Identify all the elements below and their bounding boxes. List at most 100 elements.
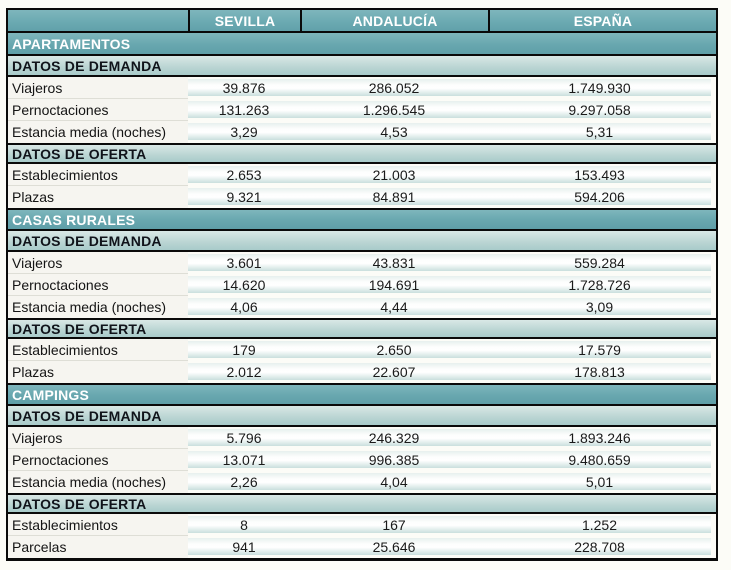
value-cell-espana: 594.206 bbox=[574, 188, 625, 205]
value-cell-andalucia: 21.003 bbox=[372, 166, 416, 183]
header-cell-espana: ESPAÑA bbox=[488, 10, 716, 31]
table-header-row: SEVILLA ANDALUCÍA ESPAÑA bbox=[8, 10, 716, 33]
row-label: Pernoctaciones bbox=[8, 274, 188, 296]
subsection-row-datos-de-oferta: DATOS DE OFERTA bbox=[8, 493, 716, 514]
section-title: CASAS RURALES bbox=[12, 211, 136, 228]
value-cell-sevilla: 2,26 bbox=[230, 473, 258, 490]
value-cell-espana: 1.749.930 bbox=[568, 79, 631, 96]
data-row-estancia-media-noches: Estancia media (noches) 3,29 4,53 5,31 bbox=[8, 121, 716, 143]
data-row-estancia-media-noches: Estancia media (noches) 4,06 4,44 3,09 bbox=[8, 296, 716, 318]
value-cell-andalucia: 194.691 bbox=[368, 276, 420, 293]
value-band: 179 2.650 17.579 bbox=[188, 341, 711, 358]
row-label: Plazas bbox=[8, 361, 188, 383]
value-cell-andalucia: 2.650 bbox=[376, 341, 412, 358]
value-cell-sevilla: 9.321 bbox=[226, 188, 262, 205]
data-row-plazas: Plazas 2.012 22.607 178.813 bbox=[8, 361, 716, 383]
subsection-title: DATOS DE OFERTA bbox=[12, 320, 147, 337]
section-row-campings: CAMPINGS bbox=[8, 383, 716, 406]
tourism-statistics-table: SEVILLA ANDALUCÍA ESPAÑA APARTAMENTOS DATOS … bbox=[6, 8, 718, 561]
value-cell-andalucia: 43.831 bbox=[372, 254, 416, 271]
value-cell-sevilla: 13.071 bbox=[222, 451, 266, 468]
row-label: Parcelas bbox=[8, 536, 188, 558]
value-cell-sevilla: 8 bbox=[240, 516, 248, 533]
data-row-pernoctaciones: Pernoctaciones 14.620 194.691 1.728.726 bbox=[8, 274, 716, 296]
value-cell-andalucia: 22.607 bbox=[372, 363, 416, 380]
value-band: 131.263 1.296.545 9.297.058 bbox=[188, 101, 711, 118]
data-row-viajeros: Viajeros 39.876 286.052 1.749.930 bbox=[8, 77, 716, 99]
value-cell-andalucia: 25.646 bbox=[372, 538, 416, 555]
section-title: CAMPINGS bbox=[12, 386, 90, 403]
row-label: Pernoctaciones bbox=[8, 99, 188, 121]
value-cell-andalucia: 84.891 bbox=[372, 188, 416, 205]
subsection-row-datos-de-oferta: DATOS DE OFERTA bbox=[8, 318, 716, 339]
section-row-casas-rurales: CASAS RURALES bbox=[8, 208, 716, 231]
data-row-plazas: Plazas 9.321 84.891 594.206 bbox=[8, 186, 716, 208]
value-cell-sevilla: 2.653 bbox=[226, 166, 262, 183]
subsection-title: DATOS DE OFERTA bbox=[12, 145, 147, 162]
value-cell-andalucia: 286.052 bbox=[368, 79, 420, 96]
value-cell-andalucia: 246.329 bbox=[368, 429, 420, 446]
data-row-establecimientos: Establecimientos 8 167 1.252 bbox=[8, 514, 716, 536]
value-cell-espana: 5,01 bbox=[585, 473, 614, 490]
value-cell-espana: 178.813 bbox=[574, 363, 625, 380]
value-cell-andalucia: 167 bbox=[382, 516, 406, 533]
row-label: Viajeros bbox=[8, 252, 188, 274]
value-band: 941 25.646 228.708 bbox=[188, 538, 711, 555]
subsection-title: DATOS DE DEMANDA bbox=[12, 407, 162, 424]
value-cell-espana: 1.893.246 bbox=[568, 429, 631, 446]
value-cell-espana: 153.493 bbox=[574, 166, 625, 183]
header-cell-andalucia: ANDALUCÍA bbox=[300, 10, 488, 31]
value-band: 2.012 22.607 178.813 bbox=[188, 363, 711, 380]
value-band: 14.620 194.691 1.728.726 bbox=[188, 276, 711, 293]
value-cell-espana: 17.579 bbox=[578, 341, 621, 358]
value-cell-espana: 9.297.058 bbox=[568, 101, 631, 118]
value-cell-sevilla: 179 bbox=[232, 341, 256, 358]
value-band: 3.601 43.831 559.284 bbox=[188, 254, 711, 271]
value-cell-espana: 228.708 bbox=[574, 538, 625, 555]
value-cell-andalucia: 996.385 bbox=[368, 451, 420, 468]
subsection-title: DATOS DE OFERTA bbox=[12, 495, 147, 512]
header-cell-sevilla: SEVILLA bbox=[188, 10, 300, 31]
data-row-estancia-media-noches: Estancia media (noches) 2,26 4,04 5,01 bbox=[8, 471, 716, 493]
data-row-viajeros: Viajeros 5.796 246.329 1.893.246 bbox=[8, 427, 716, 449]
value-cell-sevilla: 5.796 bbox=[226, 429, 262, 446]
value-band: 9.321 84.891 594.206 bbox=[188, 188, 711, 205]
value-band: 3,29 4,53 5,31 bbox=[188, 123, 711, 140]
row-label: Establecimientos bbox=[8, 339, 188, 361]
value-cell-espana: 5,31 bbox=[585, 123, 614, 140]
value-band: 5.796 246.329 1.893.246 bbox=[188, 429, 711, 446]
value-band: 2,26 4,04 5,01 bbox=[188, 473, 711, 490]
value-cell-espana: 9.480.659 bbox=[568, 451, 631, 468]
value-cell-sevilla: 131.263 bbox=[218, 101, 270, 118]
value-band: 2.653 21.003 153.493 bbox=[188, 166, 711, 183]
value-cell-espana: 1.252 bbox=[581, 516, 618, 533]
value-band: 13.071 996.385 9.480.659 bbox=[188, 451, 711, 468]
subsection-title: DATOS DE DEMANDA bbox=[12, 57, 162, 74]
data-row-establecimientos: Establecimientos 2.653 21.003 153.493 bbox=[8, 164, 716, 186]
row-label: Estancia media (noches) bbox=[8, 121, 188, 143]
value-cell-sevilla: 39.876 bbox=[222, 79, 266, 96]
subsection-row-datos-de-demanda: DATOS DE DEMANDA bbox=[8, 56, 716, 77]
subsection-row-datos-de-demanda: DATOS DE DEMANDA bbox=[8, 231, 716, 252]
data-row-pernoctaciones: Pernoctaciones 13.071 996.385 9.480.659 bbox=[8, 449, 716, 471]
row-label: Establecimientos bbox=[8, 514, 188, 536]
section-row-apartamentos: APARTAMENTOS bbox=[8, 33, 716, 56]
data-row-viajeros: Viajeros 3.601 43.831 559.284 bbox=[8, 252, 716, 274]
data-row-parcelas: Parcelas 941 25.646 228.708 bbox=[8, 536, 716, 558]
value-cell-sevilla: 3,29 bbox=[230, 123, 258, 140]
value-cell-andalucia: 4,04 bbox=[380, 473, 408, 490]
row-label: Viajeros bbox=[8, 427, 188, 449]
value-cell-espana: 1.728.726 bbox=[568, 276, 631, 293]
value-cell-espana: 559.284 bbox=[574, 254, 625, 271]
subsection-row-datos-de-oferta: DATOS DE OFERTA bbox=[8, 143, 716, 164]
data-row-pernoctaciones: Pernoctaciones 131.263 1.296.545 9.297.058 bbox=[8, 99, 716, 121]
value-cell-sevilla: 3.601 bbox=[226, 254, 262, 271]
value-cell-andalucia: 4,53 bbox=[380, 123, 408, 140]
value-cell-sevilla: 4,06 bbox=[230, 298, 258, 315]
row-label: Viajeros bbox=[8, 77, 188, 99]
row-label: Pernoctaciones bbox=[8, 449, 188, 471]
value-cell-andalucia: 4,44 bbox=[380, 298, 408, 315]
row-label: Plazas bbox=[8, 186, 188, 208]
value-band: 8 167 1.252 bbox=[188, 516, 711, 533]
value-cell-sevilla: 14.620 bbox=[222, 276, 266, 293]
